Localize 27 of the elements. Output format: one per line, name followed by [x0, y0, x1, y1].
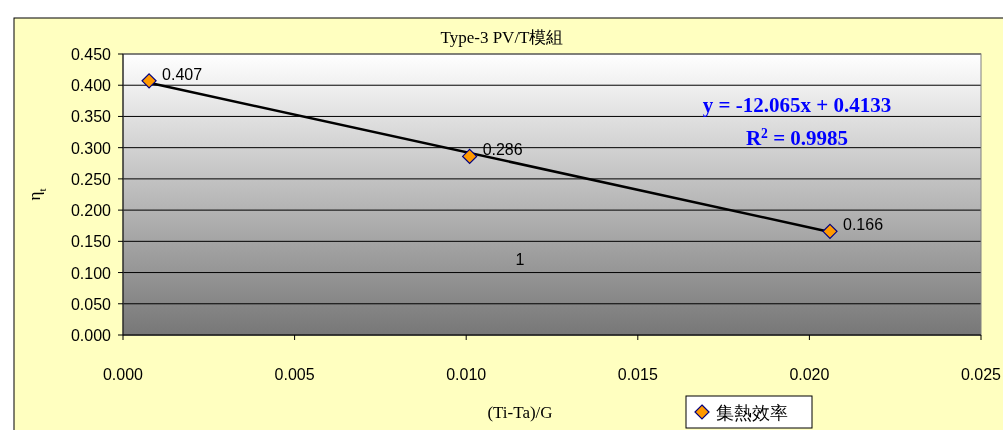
- annotation: 1: [515, 251, 525, 268]
- point: [141, 73, 157, 89]
- annotation: R$^{2}$ = 0.9985: [745, 125, 849, 150]
- y-tick-label: 0.050: [70, 295, 112, 313]
- x-tick-label: 0.000: [102, 366, 144, 383]
- y-tick-label: 0.200: [70, 202, 112, 220]
- annotation: y = -12.065x + 0.4133: [702, 93, 892, 117]
- point: [822, 223, 838, 239]
- x-tick-label: 0.025: [960, 366, 1002, 383]
- data-label: 0.407: [162, 65, 203, 83]
- x-tick-label: 0.020: [789, 366, 830, 383]
- y-tick-label: 0.000: [70, 327, 112, 344]
- chart-title: Type-3 PV/T模組: [440, 28, 564, 47]
- y-tick-label: 0.250: [70, 170, 112, 188]
- point: [462, 148, 478, 165]
- x-tick-label: 0.010: [446, 366, 487, 383]
- x-axis-title: (Ti-Ta)/G: [487, 403, 553, 422]
- data-label: 0.166: [842, 216, 884, 234]
- y-tick-label: 0.350: [70, 108, 112, 126]
- y-tick-label: 0.450: [70, 46, 112, 63]
- y-tick-label: 0.100: [70, 264, 112, 282]
- x-tick-label: 0.015: [617, 366, 658, 383]
- legend-label: 集熱效率: [716, 403, 788, 423]
- x-tick-label: 0.005: [274, 366, 315, 383]
- y-tick-label: 0.150: [70, 233, 112, 251]
- y-tick-label: 0.300: [70, 139, 112, 157]
- y-tick-label: 0.400: [70, 77, 112, 95]
